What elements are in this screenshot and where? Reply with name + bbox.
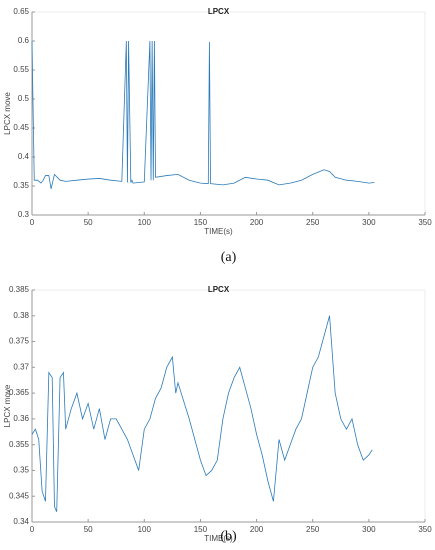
y-tick-label: 0.375 (9, 337, 30, 346)
y-tick-label: 0.355 (9, 440, 30, 449)
x-tick-label: 100 (138, 218, 152, 227)
chart-title: LPCX (208, 285, 230, 294)
x-tick-label: 300 (362, 525, 376, 534)
plot-frame (31, 11, 426, 216)
y-tick-label: 0.65 (13, 7, 29, 16)
y-axis-label: LPCX move (3, 92, 12, 135)
y-tick-label: 0.55 (13, 65, 29, 74)
y-tick-label: 0.35 (13, 181, 29, 190)
y-tick-label: 0.36 (13, 414, 29, 423)
x-tick-label: 0 (30, 525, 35, 534)
y-tick-label: 0.345 (9, 491, 30, 500)
y-tick-label: 0.365 (9, 388, 30, 397)
x-tick-label: 100 (138, 525, 152, 534)
y-tick-label: 0.5 (18, 94, 30, 103)
x-tick-label: 0 (30, 218, 35, 227)
y-tick-label: 0.37 (13, 362, 29, 371)
y-axis-label: LPCX move (3, 384, 12, 427)
y-tick-label: 0.35 (13, 466, 29, 475)
y-tick-label: 0.34 (13, 517, 29, 526)
x-tick-label: 350 (418, 218, 432, 227)
y-tick-label: 0.38 (13, 311, 29, 320)
y-tick-label: 0.45 (13, 123, 29, 132)
x-tick-label: 150 (194, 218, 208, 227)
x-tick-label: 250 (306, 218, 320, 227)
x-tick-label: 300 (362, 218, 376, 227)
caption: (a) (221, 250, 237, 265)
plot-frame (31, 289, 426, 523)
x-tick-label: 250 (306, 525, 320, 534)
y-tick-label: 0.385 (9, 285, 30, 294)
x-tick-label: 200 (250, 218, 264, 227)
x-axis-label: TIME(s) (204, 534, 233, 543)
y-tick-label: 0.4 (18, 152, 30, 161)
data-line (31, 315, 373, 512)
x-tick-label: 150 (194, 525, 208, 534)
x-axis-label: TIME(s) (204, 227, 233, 236)
y-tick-label: 0.3 (18, 210, 30, 219)
y-tick-label: 0.6 (18, 36, 30, 45)
x-tick-label: 200 (250, 525, 264, 534)
chart-title: LPCX (208, 7, 230, 16)
caption: (b) (220, 529, 237, 544)
x-tick-label: 50 (84, 218, 93, 227)
x-tick-label: 50 (84, 525, 93, 534)
x-tick-label: 350 (418, 525, 432, 534)
data-line (31, 40, 375, 189)
